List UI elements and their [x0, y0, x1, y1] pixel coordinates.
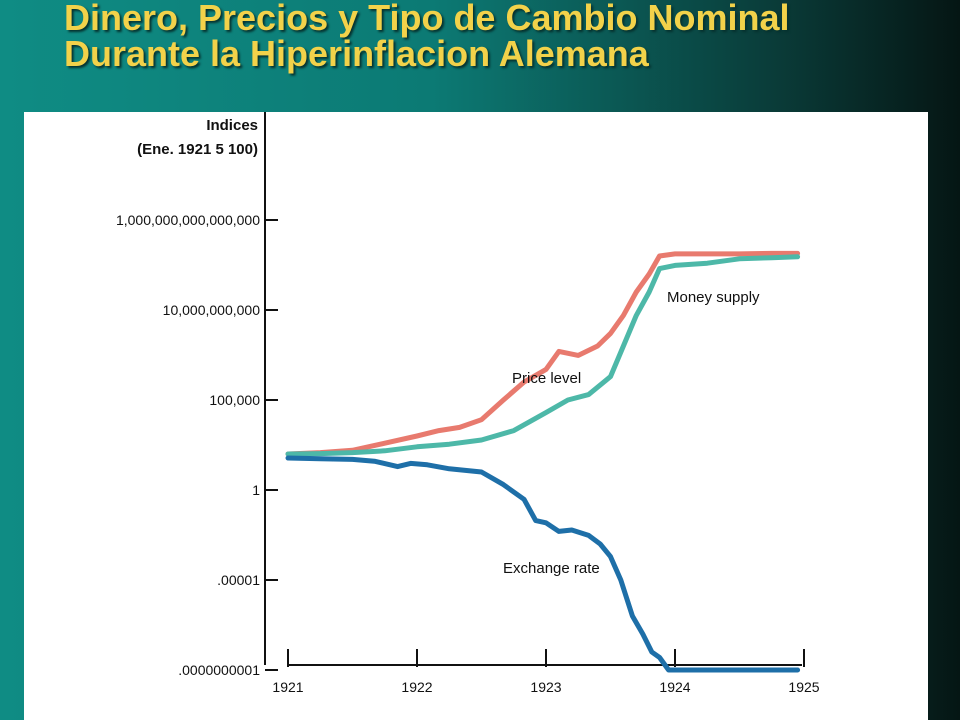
series-line-price-level — [285, 250, 801, 457]
x-tick-label-0: 1921 — [272, 679, 303, 695]
y-axis-title-line2: (Ene. 1921 5 100) — [137, 141, 258, 158]
y-tick-label-0: .0000000001 — [178, 662, 260, 678]
slide-title-line2: Durante la Hiperinflacion Alemana — [64, 33, 649, 74]
chart-axes — [264, 112, 802, 666]
y-tick-label-3: 100,000 — [209, 392, 260, 408]
y-axis-title-line1: Indices — [206, 117, 258, 134]
slide-title-line1: Dinero, Precios y Tipo de Cambio Nominal — [64, 0, 790, 38]
y-tick-label-2: 1 — [252, 482, 260, 498]
x-tick-label-4: 1925 — [788, 679, 819, 695]
series-label-money-supply: Money supply — [667, 289, 760, 306]
chart-panel: Indices (Ene. 1921 5 100) .0000000001.00… — [24, 112, 928, 720]
series-line-exchange-rate — [285, 455, 801, 673]
x-tick-label-2: 1923 — [530, 679, 561, 695]
series-label-exchange-rate: Exchange rate — [503, 560, 600, 577]
slide-title: Dinero, Precios y Tipo de Cambio Nominal… — [64, 0, 944, 72]
y-ticks: .0000000001 .00001 1 100,000 10,000,000,000 1… — [116, 212, 278, 678]
y-tick-label-5: 1,000,000,000,000,000 — [116, 212, 260, 228]
series-line-money-supply — [285, 254, 801, 457]
x-tick-label-1: 1922 — [401, 679, 432, 695]
y-tick-label-1: .00001 — [217, 572, 260, 588]
x-tick-label-3: 1924 — [659, 679, 690, 695]
x-ticks: 1921 1922 1923 1924 1925 — [272, 649, 820, 695]
series-label-price-level: Price level — [512, 370, 581, 387]
series-lines — [285, 250, 801, 673]
line-chart: Indices (Ene. 1921 5 100) .0000000001.00… — [116, 112, 820, 695]
y-tick-label-4: 10,000,000,000 — [163, 302, 261, 318]
